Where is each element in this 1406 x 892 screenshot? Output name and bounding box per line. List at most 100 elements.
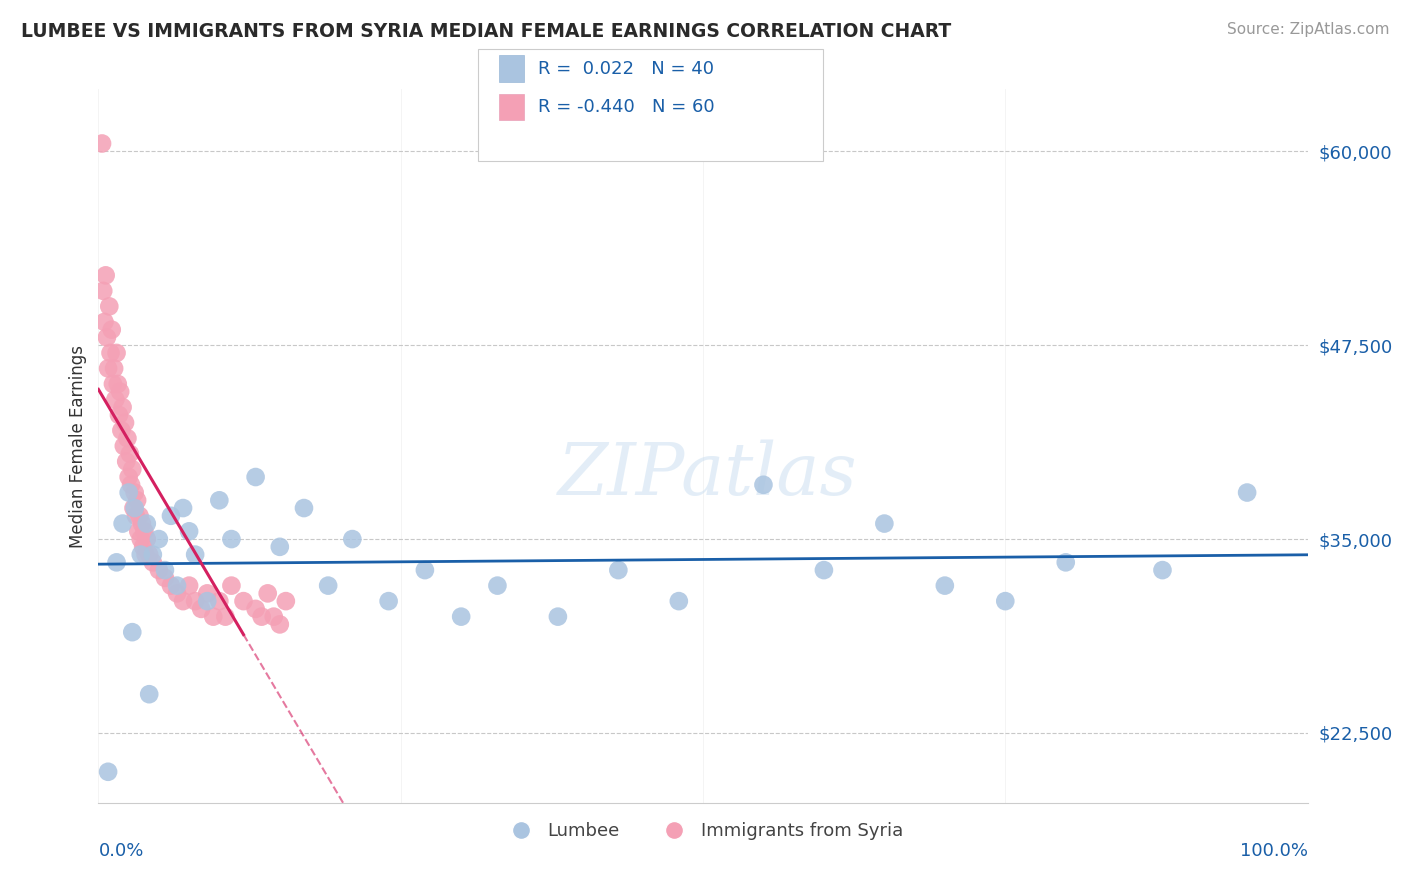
Point bbox=[91, 136, 114, 151]
Point bbox=[105, 555, 128, 569]
Point bbox=[269, 540, 291, 554]
Point bbox=[135, 548, 157, 562]
Point bbox=[131, 516, 153, 531]
Point bbox=[107, 376, 129, 391]
Point bbox=[153, 571, 176, 585]
Point bbox=[195, 594, 218, 608]
Point bbox=[135, 516, 157, 531]
Point bbox=[179, 579, 201, 593]
Point bbox=[221, 532, 243, 546]
Point bbox=[117, 431, 139, 445]
Point bbox=[160, 579, 183, 593]
Point bbox=[128, 508, 150, 523]
Point bbox=[118, 470, 141, 484]
Point bbox=[124, 485, 146, 500]
Point bbox=[114, 416, 136, 430]
Point bbox=[115, 454, 138, 468]
Point bbox=[202, 609, 225, 624]
Point bbox=[269, 617, 291, 632]
Point bbox=[221, 579, 243, 593]
Point bbox=[166, 579, 188, 593]
Point bbox=[450, 609, 472, 624]
Point bbox=[101, 376, 124, 391]
Point bbox=[486, 579, 509, 593]
Point bbox=[129, 548, 152, 562]
Point bbox=[132, 540, 155, 554]
Point bbox=[100, 323, 122, 337]
Point bbox=[813, 563, 835, 577]
Point bbox=[184, 594, 207, 608]
Point bbox=[160, 508, 183, 523]
Point bbox=[121, 462, 143, 476]
Point bbox=[214, 609, 236, 624]
Point bbox=[118, 447, 141, 461]
Point bbox=[752, 477, 775, 491]
Point bbox=[232, 594, 254, 608]
Point bbox=[142, 548, 165, 562]
Point bbox=[124, 501, 146, 516]
Point bbox=[292, 501, 315, 516]
Text: LUMBEE VS IMMIGRANTS FROM SYRIA MEDIAN FEMALE EARNINGS CORRELATION CHART: LUMBEE VS IMMIGRANTS FROM SYRIA MEDIAN F… bbox=[21, 22, 952, 41]
Point bbox=[994, 594, 1017, 608]
Point bbox=[256, 586, 278, 600]
Point bbox=[127, 524, 149, 539]
Point bbox=[122, 501, 145, 516]
Point bbox=[121, 625, 143, 640]
Point bbox=[250, 609, 273, 624]
Point bbox=[873, 516, 896, 531]
Point bbox=[112, 439, 135, 453]
Point bbox=[274, 594, 297, 608]
Point bbox=[190, 602, 212, 616]
Point bbox=[108, 408, 131, 422]
Point bbox=[93, 315, 115, 329]
Point bbox=[94, 268, 117, 283]
Point bbox=[668, 594, 690, 608]
Point bbox=[153, 563, 176, 577]
Text: R = -0.440   N = 60: R = -0.440 N = 60 bbox=[538, 98, 716, 116]
Point bbox=[135, 532, 157, 546]
Point bbox=[148, 563, 170, 577]
Point bbox=[263, 609, 285, 624]
Text: 100.0%: 100.0% bbox=[1240, 841, 1308, 860]
Point bbox=[172, 594, 194, 608]
Point bbox=[97, 361, 120, 376]
Point bbox=[103, 361, 125, 376]
Point bbox=[208, 493, 231, 508]
Point bbox=[342, 532, 364, 546]
Text: R =  0.022   N = 40: R = 0.022 N = 40 bbox=[538, 60, 714, 78]
Point bbox=[1236, 485, 1258, 500]
Point bbox=[108, 384, 131, 399]
Point bbox=[105, 346, 128, 360]
Y-axis label: Median Female Earnings: Median Female Earnings bbox=[69, 344, 87, 548]
Point bbox=[377, 594, 399, 608]
Point bbox=[316, 579, 339, 593]
Text: ZIPatlas: ZIPatlas bbox=[558, 439, 858, 510]
Point bbox=[98, 299, 121, 313]
Point bbox=[111, 401, 134, 415]
Point bbox=[184, 548, 207, 562]
Point bbox=[245, 470, 267, 484]
Point bbox=[125, 508, 148, 523]
Point bbox=[97, 764, 120, 779]
Text: Source: ZipAtlas.com: Source: ZipAtlas.com bbox=[1226, 22, 1389, 37]
Point bbox=[127, 493, 149, 508]
Point bbox=[129, 532, 152, 546]
Point bbox=[208, 594, 231, 608]
Point bbox=[110, 424, 132, 438]
Point bbox=[245, 602, 267, 616]
Point bbox=[934, 579, 956, 593]
Point bbox=[104, 392, 127, 407]
Point bbox=[172, 501, 194, 516]
Point bbox=[138, 548, 160, 562]
Text: 0.0%: 0.0% bbox=[98, 841, 143, 860]
Point bbox=[607, 563, 630, 577]
Point bbox=[179, 524, 201, 539]
Point bbox=[111, 516, 134, 531]
Legend: Lumbee, Immigrants from Syria: Lumbee, Immigrants from Syria bbox=[495, 815, 911, 847]
Point bbox=[166, 586, 188, 600]
Point bbox=[134, 524, 156, 539]
Point bbox=[100, 346, 122, 360]
Point bbox=[118, 485, 141, 500]
Point bbox=[120, 477, 142, 491]
Point bbox=[96, 330, 118, 344]
